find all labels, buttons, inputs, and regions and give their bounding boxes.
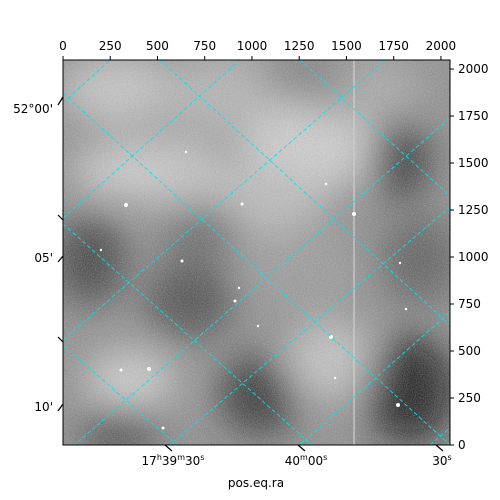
dec-tick-mark bbox=[57, 255, 64, 263]
y-pixel-tick-label: 750 bbox=[458, 297, 481, 311]
ra-tick-mark bbox=[164, 444, 173, 452]
image-panel bbox=[63, 60, 450, 445]
y-pixel-tick-label: 1500 bbox=[458, 156, 489, 170]
ra-tick-label: 30s bbox=[432, 453, 451, 468]
y-pixel-tick-label: 1250 bbox=[458, 203, 489, 217]
dec-axis: 52°00' 05' 10' bbox=[13, 96, 64, 414]
x-pixel-tick-label: 1000 bbox=[237, 39, 268, 53]
right-pixel-axis: 0 250 500 750 1000 1250 1500 1750 2000 bbox=[450, 62, 489, 452]
dec-tick-mark bbox=[57, 403, 64, 412]
x-pixel-tick-label: 750 bbox=[193, 39, 216, 53]
top-pixel-axis: 0 250 500 750 1000 1250 1500 1750 2000 bbox=[59, 39, 456, 60]
y-pixel-tick-label: 1000 bbox=[458, 250, 489, 264]
y-pixel-tick-label: 0 bbox=[458, 438, 466, 452]
x-pixel-tick-label: 1750 bbox=[378, 39, 409, 53]
x-axis-title: pos.eq.ra bbox=[228, 476, 284, 490]
dec-tick-mark bbox=[57, 336, 64, 343]
x-pixel-tick-label: 500 bbox=[146, 39, 169, 53]
dec-tick-label: 05' bbox=[34, 251, 53, 265]
dec-tick-label: 10' bbox=[34, 400, 53, 414]
dec-tick-mark bbox=[57, 96, 64, 106]
ra-tick-mark bbox=[435, 444, 444, 452]
dec-tick-label: 52°00' bbox=[13, 102, 53, 116]
ra-tick-label: 17h39m30s bbox=[142, 453, 205, 468]
coordinate-grid bbox=[63, 60, 450, 445]
ra-axis: 17h39m30s 40m00s 30s bbox=[142, 444, 452, 468]
plot-frame bbox=[62, 59, 451, 446]
ra-tick-label: 40m00s bbox=[285, 453, 328, 468]
star-field bbox=[99, 150, 408, 430]
ra-tick-mark bbox=[297, 444, 306, 452]
x-pixel-tick-label: 0 bbox=[59, 39, 67, 53]
x-pixel-tick-label: 250 bbox=[99, 39, 122, 53]
dec-tick-mark bbox=[57, 214, 64, 221]
y-pixel-tick-label: 250 bbox=[458, 391, 481, 405]
x-pixel-tick-label: 1500 bbox=[331, 39, 362, 53]
x-pixel-tick-label: 2000 bbox=[426, 39, 457, 53]
y-pixel-tick-label: 1750 bbox=[458, 109, 489, 123]
y-pixel-tick-label: 500 bbox=[458, 344, 481, 358]
x-pixel-tick-label: 1250 bbox=[284, 39, 315, 53]
y-pixel-tick-label: 2000 bbox=[458, 62, 489, 76]
